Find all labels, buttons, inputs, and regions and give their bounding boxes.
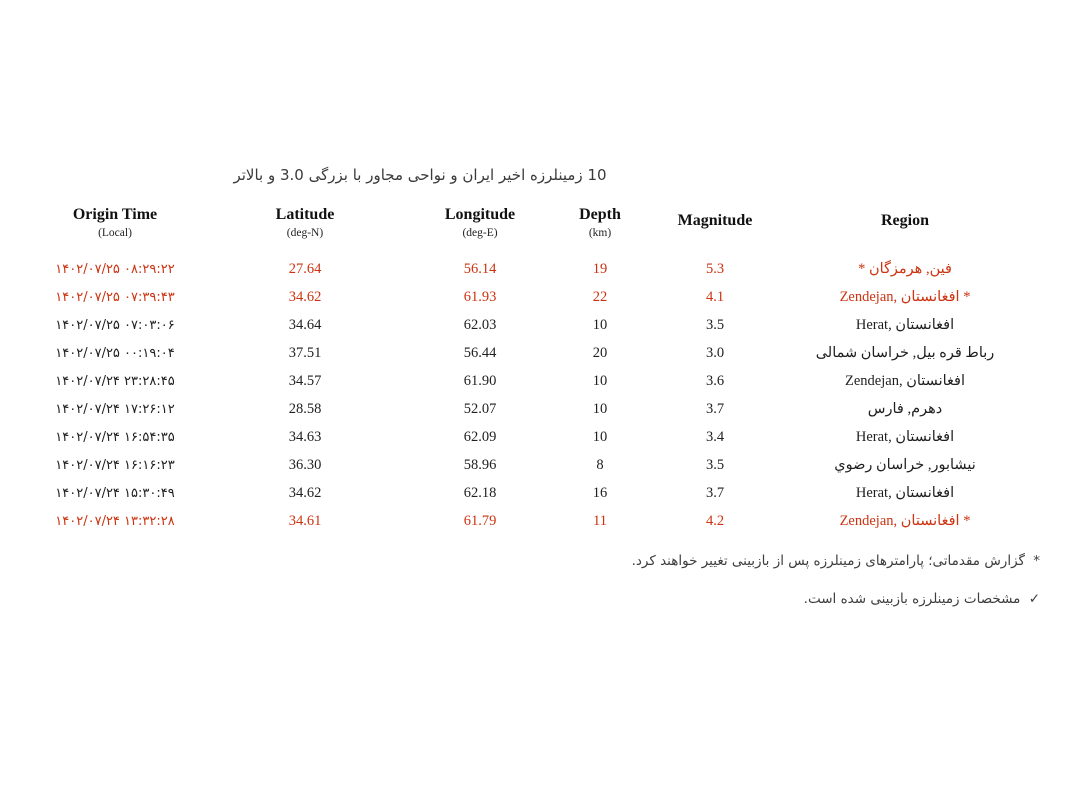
magnitude-cell: 3.5 [705, 456, 725, 473]
region-cell: دهرم, فارس [867, 400, 943, 417]
origin-time-cell: ۱۴۰۲/۰۷/۲۴ ۱۵:۳۰:۴۹ [55, 485, 175, 501]
depth-cell: 11 [593, 512, 607, 529]
column-label: Depth [579, 206, 621, 223]
column-header-depth: Depth (km) [540, 206, 660, 239]
magnitude-cell: 3.7 [705, 400, 725, 417]
footnotes: * گزارش مقدماتی؛ پارامترهای زمینلرزه پس … [40, 551, 1040, 610]
region-cell: Herat, افغانستان [855, 428, 955, 445]
table-row: ۱۴۰۲/۰۷/۲۴ ۱۶:۵۴:۳۵ 34.63 62.09 10 3.4 H… [40, 423, 1040, 451]
origin-time-cell: ۱۴۰۲/۰۷/۲۵ ۰۷:۳۹:۴۳ [55, 289, 175, 305]
origin-time-cell: ۱۴۰۲/۰۷/۲۴ ۲۳:۲۸:۴۵ [55, 373, 175, 389]
table-row: ۱۴۰۲/۰۷/۲۴ ۱۷:۲۶:۱۲ 28.58 52.07 10 3.7 د… [40, 395, 1040, 423]
magnitude-cell: 3.6 [705, 372, 725, 389]
longitude-cell: 62.18 [463, 484, 497, 501]
magnitude-cell: 3.4 [705, 428, 725, 445]
preliminary-report-note: * گزارش مقدماتی؛ پارامترهای زمینلرزه پس … [40, 551, 1040, 572]
latitude-cell: 34.61 [288, 512, 322, 529]
magnitude-cell: 3.0 [705, 344, 725, 361]
region-cell: Zendejan, افغانستان * [839, 512, 971, 529]
latitude-cell: 34.62 [288, 288, 322, 305]
origin-time-cell: ۱۴۰۲/۰۷/۲۵ ۰۰:۱۹:۰۴ [55, 345, 175, 361]
origin-time-cell: ۱۴۰۲/۰۷/۲۵ ۰۸:۲۹:۲۲ [55, 261, 175, 277]
column-label: Longitude [444, 206, 516, 223]
latitude-cell: 34.63 [288, 428, 322, 445]
table-row: ۱۴۰۲/۰۷/۲۴ ۱۳:۳۲:۲۸ 34.61 61.79 11 4.2 Z… [40, 507, 1040, 535]
note-text: گزارش مقدماتی؛ پارامترهای زمینلرزه پس از… [631, 553, 1025, 569]
column-sublabel: (deg-E) [462, 227, 498, 239]
longitude-cell: 56.44 [463, 344, 497, 361]
longitude-cell: 61.79 [463, 512, 497, 529]
latitude-cell: 27.64 [288, 260, 322, 277]
latitude-cell: 34.62 [288, 484, 322, 501]
depth-cell: 10 [592, 428, 608, 445]
checkmark-icon: ✓ [1028, 591, 1040, 607]
latitude-cell: 37.51 [288, 344, 322, 361]
region-cell: نیشابور, خراسان رضوي [834, 456, 976, 473]
depth-cell: 10 [592, 372, 608, 389]
region-cell: فین, هرمزگان * [858, 260, 952, 277]
magnitude-cell: 5.3 [705, 260, 725, 277]
asterisk-marker: * [1033, 553, 1040, 569]
longitude-cell: 58.96 [463, 456, 497, 473]
origin-time-cell: ۱۴۰۲/۰۷/۲۴ ۱۶:۵۴:۳۵ [55, 429, 175, 445]
column-header-magnitude: Magnitude [660, 212, 770, 233]
region-cell: رباط قره بیل, خراسان شمالی [815, 344, 995, 361]
origin-time-cell: ۱۴۰۲/۰۷/۲۴ ۱۷:۲۶:۱۲ [55, 401, 175, 417]
column-label: Origin Time [72, 206, 158, 223]
magnitude-cell: 4.2 [705, 512, 725, 529]
longitude-cell: 61.90 [463, 372, 497, 389]
magnitude-cell: 3.7 [705, 484, 725, 501]
table-row: ۱۴۰۲/۰۷/۲۵ ۰۷:۳۹:۴۳ 34.62 61.93 22 4.1 Z… [40, 283, 1040, 311]
table-row: ۱۴۰۲/۰۷/۲۴ ۲۳:۲۸:۴۵ 34.57 61.90 10 3.6 Z… [40, 367, 1040, 395]
page-title: 10 زمینلرزه اخیر ایران و نواحی مجاور با … [233, 166, 607, 184]
earthquake-table: Origin Time (Local) Latitude (deg-N) Lon… [40, 206, 1040, 535]
table-row: ۱۴۰۲/۰۷/۲۴ ۱۶:۱۶:۲۳ 36.30 58.96 8 3.5 نی… [40, 451, 1040, 479]
depth-cell: 10 [592, 400, 608, 417]
magnitude-cell: 4.1 [705, 288, 725, 305]
depth-cell: 8 [596, 456, 604, 473]
table-header-row: Origin Time (Local) Latitude (deg-N) Lon… [40, 206, 1040, 239]
column-header-origin-time: Origin Time (Local) [40, 206, 190, 239]
region-cell: Zendejan, افغانستان [845, 372, 965, 389]
report-page: 10 زمینلرزه اخیر ایران و نواحی مجاور با … [40, 166, 1040, 627]
depth-cell: 19 [592, 260, 608, 277]
origin-time-cell: ۱۴۰۲/۰۷/۲۴ ۱۳:۳۲:۲۸ [55, 513, 175, 529]
latitude-cell: 28.58 [288, 400, 322, 417]
column-sublabel: (Local) [98, 227, 132, 239]
column-label: Magnitude [677, 212, 753, 229]
column-header-longitude: Longitude (deg-E) [420, 206, 540, 239]
origin-time-cell: ۱۴۰۲/۰۷/۲۴ ۱۶:۱۶:۲۳ [55, 457, 175, 473]
table-row: ۱۴۰۲/۰۷/۲۴ ۱۵:۳۰:۴۹ 34.62 62.18 16 3.7 H… [40, 479, 1040, 507]
longitude-cell: 62.03 [463, 316, 497, 333]
column-label: Region [881, 212, 929, 229]
depth-cell: 22 [592, 288, 608, 305]
column-sublabel: (deg-N) [286, 227, 324, 239]
origin-time-cell: ۱۴۰۲/۰۷/۲۵ ۰۷:۰۳:۰۶ [55, 317, 175, 333]
column-label: Latitude [275, 206, 335, 223]
longitude-cell: 62.09 [463, 428, 497, 445]
depth-cell: 20 [592, 344, 608, 361]
magnitude-cell: 3.5 [705, 316, 725, 333]
column-header-region: Region [770, 212, 1040, 233]
region-cell: Zendejan, افغانستان * [839, 288, 971, 305]
longitude-cell: 52.07 [463, 400, 497, 417]
reviewed-note: ✓ مشخصات زمینلرزه بازبینی شده است. [40, 589, 1040, 610]
column-sublabel: (km) [588, 227, 612, 239]
latitude-cell: 34.57 [288, 372, 322, 389]
table-row: ۱۴۰۲/۰۷/۲۵ ۰۷:۰۳:۰۶ 34.64 62.03 10 3.5 H… [40, 311, 1040, 339]
longitude-cell: 61.93 [463, 288, 497, 305]
note-text: مشخصات زمینلرزه بازبینی شده است. [803, 591, 1021, 607]
depth-cell: 10 [592, 316, 608, 333]
depth-cell: 16 [592, 484, 608, 501]
region-cell: Herat, افغانستان [855, 316, 955, 333]
table-row: ۱۴۰۲/۰۷/۲۵ ۰۰:۱۹:۰۴ 37.51 56.44 20 3.0 ر… [40, 339, 1040, 367]
region-cell: Herat, افغانستان [855, 484, 955, 501]
column-header-latitude: Latitude (deg-N) [190, 206, 420, 239]
table-row: ۱۴۰۲/۰۷/۲۵ ۰۸:۲۹:۲۲ 27.64 56.14 19 5.3 ف… [40, 255, 1040, 283]
latitude-cell: 36.30 [288, 456, 322, 473]
longitude-cell: 56.14 [463, 260, 497, 277]
latitude-cell: 34.64 [288, 316, 322, 333]
